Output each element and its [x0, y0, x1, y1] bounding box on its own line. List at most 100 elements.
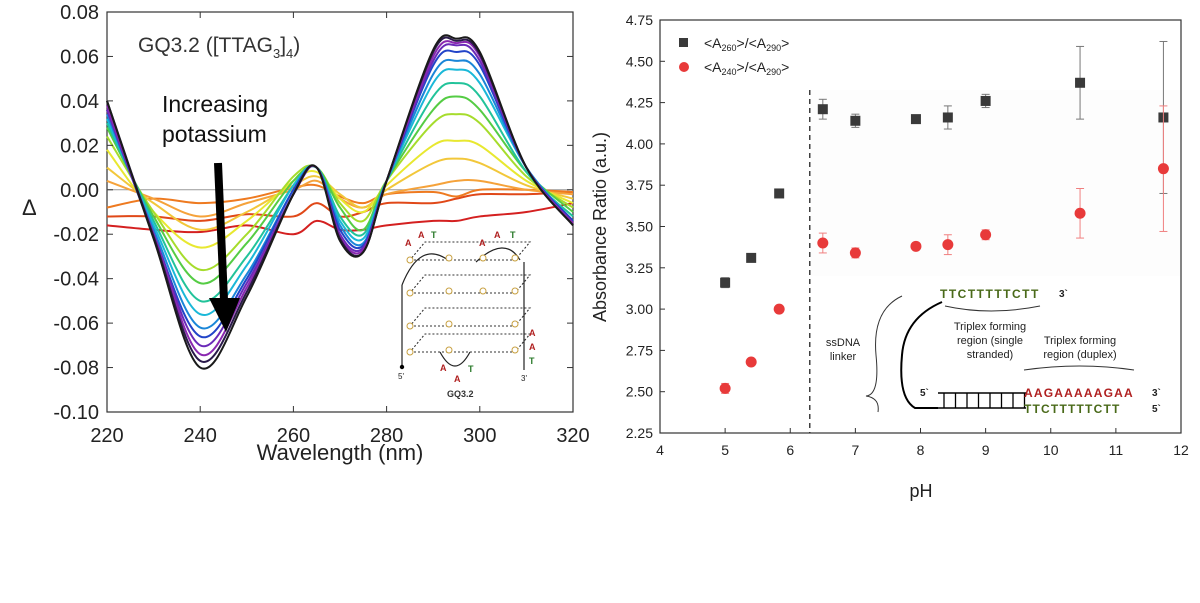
left-ytick-label: -0.06	[53, 313, 99, 335]
tetrad-3	[408, 307, 532, 327]
right-xtick-label: 7	[851, 442, 859, 458]
guanine-marker	[406, 322, 414, 330]
loop3-base-3: T	[529, 356, 535, 366]
loop2-base-2: A	[494, 230, 501, 240]
ssdna-linker-strand	[900, 301, 943, 409]
spectrum-line-s11	[106, 58, 574, 330]
right-upper-panel	[811, 90, 1180, 276]
right-ytick-label: 3.25	[626, 260, 653, 276]
loop1-base-2: A	[418, 230, 425, 240]
five-prime-dot	[399, 364, 405, 370]
point-a260	[774, 188, 785, 199]
loop2-base-1: A	[479, 238, 486, 248]
spectrum-line-s8	[106, 95, 574, 285]
point-a240	[817, 237, 829, 249]
right-ytick-label: 2.25	[626, 425, 653, 441]
legend: <A260>/<A290> <A240>/<A290>	[679, 35, 789, 77]
right-y-axis-label: Absorbance Ratio (a.u.)	[590, 132, 610, 322]
tetrad-1	[408, 241, 532, 261]
left-x-axis-label: Wavelength (nm)	[257, 440, 424, 465]
tetrad-4	[408, 333, 532, 353]
left-xtick-label: 320	[556, 425, 589, 447]
left-ytick-label: -0.02	[53, 224, 99, 246]
guanine-marker	[511, 287, 519, 295]
duplex-bottom-five-prime: 5`	[1152, 404, 1161, 415]
right-ytick-label: 3.00	[626, 301, 653, 317]
guanine-marker	[406, 289, 414, 297]
right-xtick-label: 12	[1173, 442, 1189, 458]
guanine-marker	[406, 348, 414, 356]
right-ytick-label: 4.50	[626, 53, 653, 69]
spectrum-line-s7	[106, 113, 574, 272]
left-ytick-label: -0.08	[53, 358, 99, 380]
guanine-marker	[445, 346, 453, 354]
guanine-markers	[406, 254, 519, 356]
duplex-top-three-prime: 3`	[1152, 388, 1161, 399]
left-xtick-label: 280	[370, 425, 403, 447]
legend-marker-a240	[679, 62, 689, 72]
point-a260	[850, 115, 861, 126]
right-x-axis-label: pH	[909, 481, 932, 501]
inset-label: GQ3.2	[447, 389, 474, 399]
spectrum-line-s9	[106, 81, 574, 303]
inset-three-prime: 3'	[521, 374, 527, 383]
right-xtick-label: 9	[982, 442, 990, 458]
spectrum-line-s10	[106, 68, 574, 316]
left-ytick-label: 0.06	[60, 46, 99, 68]
right-ytick-label: 2.50	[626, 384, 653, 400]
guanine-marker	[479, 287, 487, 295]
loop3-base-1: A	[529, 328, 536, 338]
point-a240	[745, 356, 757, 368]
spectrum-line-s16	[106, 34, 574, 370]
left-chart-title: GQ3.2 ([TTAG3]4)	[138, 34, 300, 61]
loop3-base-2: A	[529, 342, 536, 352]
left-ytick-label: 0.08	[60, 2, 99, 24]
left-ytick-label: 0.04	[60, 91, 99, 113]
tfo-three-prime: 3`	[1059, 289, 1068, 300]
guanine-marker	[406, 256, 414, 264]
point-a260	[980, 95, 991, 106]
right-y-ticks: 4.75 4.50 4.25 4.00 3.75 3.50 3.25 3.00 2.75 2.50…	[626, 12, 665, 441]
left-xtick-label: 260	[277, 425, 310, 447]
duplex-bottom-sequence: TTCTTTTTCTT	[1024, 402, 1121, 416]
point-a240	[942, 239, 954, 251]
duplex-label-line2: region (duplex)	[1043, 349, 1116, 361]
tfo-label-line3: stranded)	[967, 349, 1013, 361]
point-a260	[1075, 77, 1086, 88]
point-a240	[910, 240, 922, 252]
duplex-base-pairs	[943, 393, 1026, 408]
annotation-increasing: Increasing	[162, 91, 268, 117]
point-a260	[817, 104, 828, 115]
guanine-marker	[445, 254, 453, 262]
inset-five-prime: 5'	[398, 372, 404, 381]
loop2-base-3: T	[510, 230, 516, 240]
left-ytick-label: -0.10	[53, 402, 99, 424]
dna-construct-diagram: ssDNA linker TTCTTTTTCTT 3` Triplex form…	[826, 287, 1161, 416]
left-xtick-label: 220	[90, 425, 123, 447]
point-a260	[942, 112, 953, 123]
legend-label-a260: <A260>/<A290>	[704, 35, 789, 53]
guanine-marker	[445, 287, 453, 295]
left-ytick-label: 0.00	[60, 180, 99, 202]
duplex-five-prime: 5`	[920, 388, 929, 399]
right-ytick-label: 4.75	[626, 12, 653, 28]
left-xtick-label: 240	[184, 425, 217, 447]
right-xtick-label: 4	[656, 442, 664, 458]
point-a260	[910, 114, 921, 125]
point-a240	[1157, 163, 1169, 175]
right-ytick-label: 4.25	[626, 95, 653, 111]
right-ytick-label: 3.75	[626, 177, 653, 193]
point-a240	[1074, 207, 1086, 219]
right-ytick-label: 4.00	[626, 136, 653, 152]
duplex-label-line1: Triplex forming	[1044, 335, 1116, 347]
arrow-head	[209, 298, 240, 332]
absorbance-ratio-chart: 4.75 4.50 4.25 4.00 3.75 3.50 3.25 3.00 2.75 2.50…	[590, 12, 1189, 501]
right-x-ticks: 4 5 6 7 8 9 10 11 12	[656, 428, 1189, 458]
legend-label-a240: <A240>/<A290>	[704, 59, 789, 77]
right-ytick-label: 2.75	[626, 342, 653, 358]
loop-3	[439, 351, 471, 367]
right-ytick-label: 3.50	[626, 219, 653, 235]
guanine-marker	[511, 254, 519, 262]
ssdna-brace	[865, 295, 903, 413]
ssdna-label: ssDNA	[826, 337, 861, 349]
